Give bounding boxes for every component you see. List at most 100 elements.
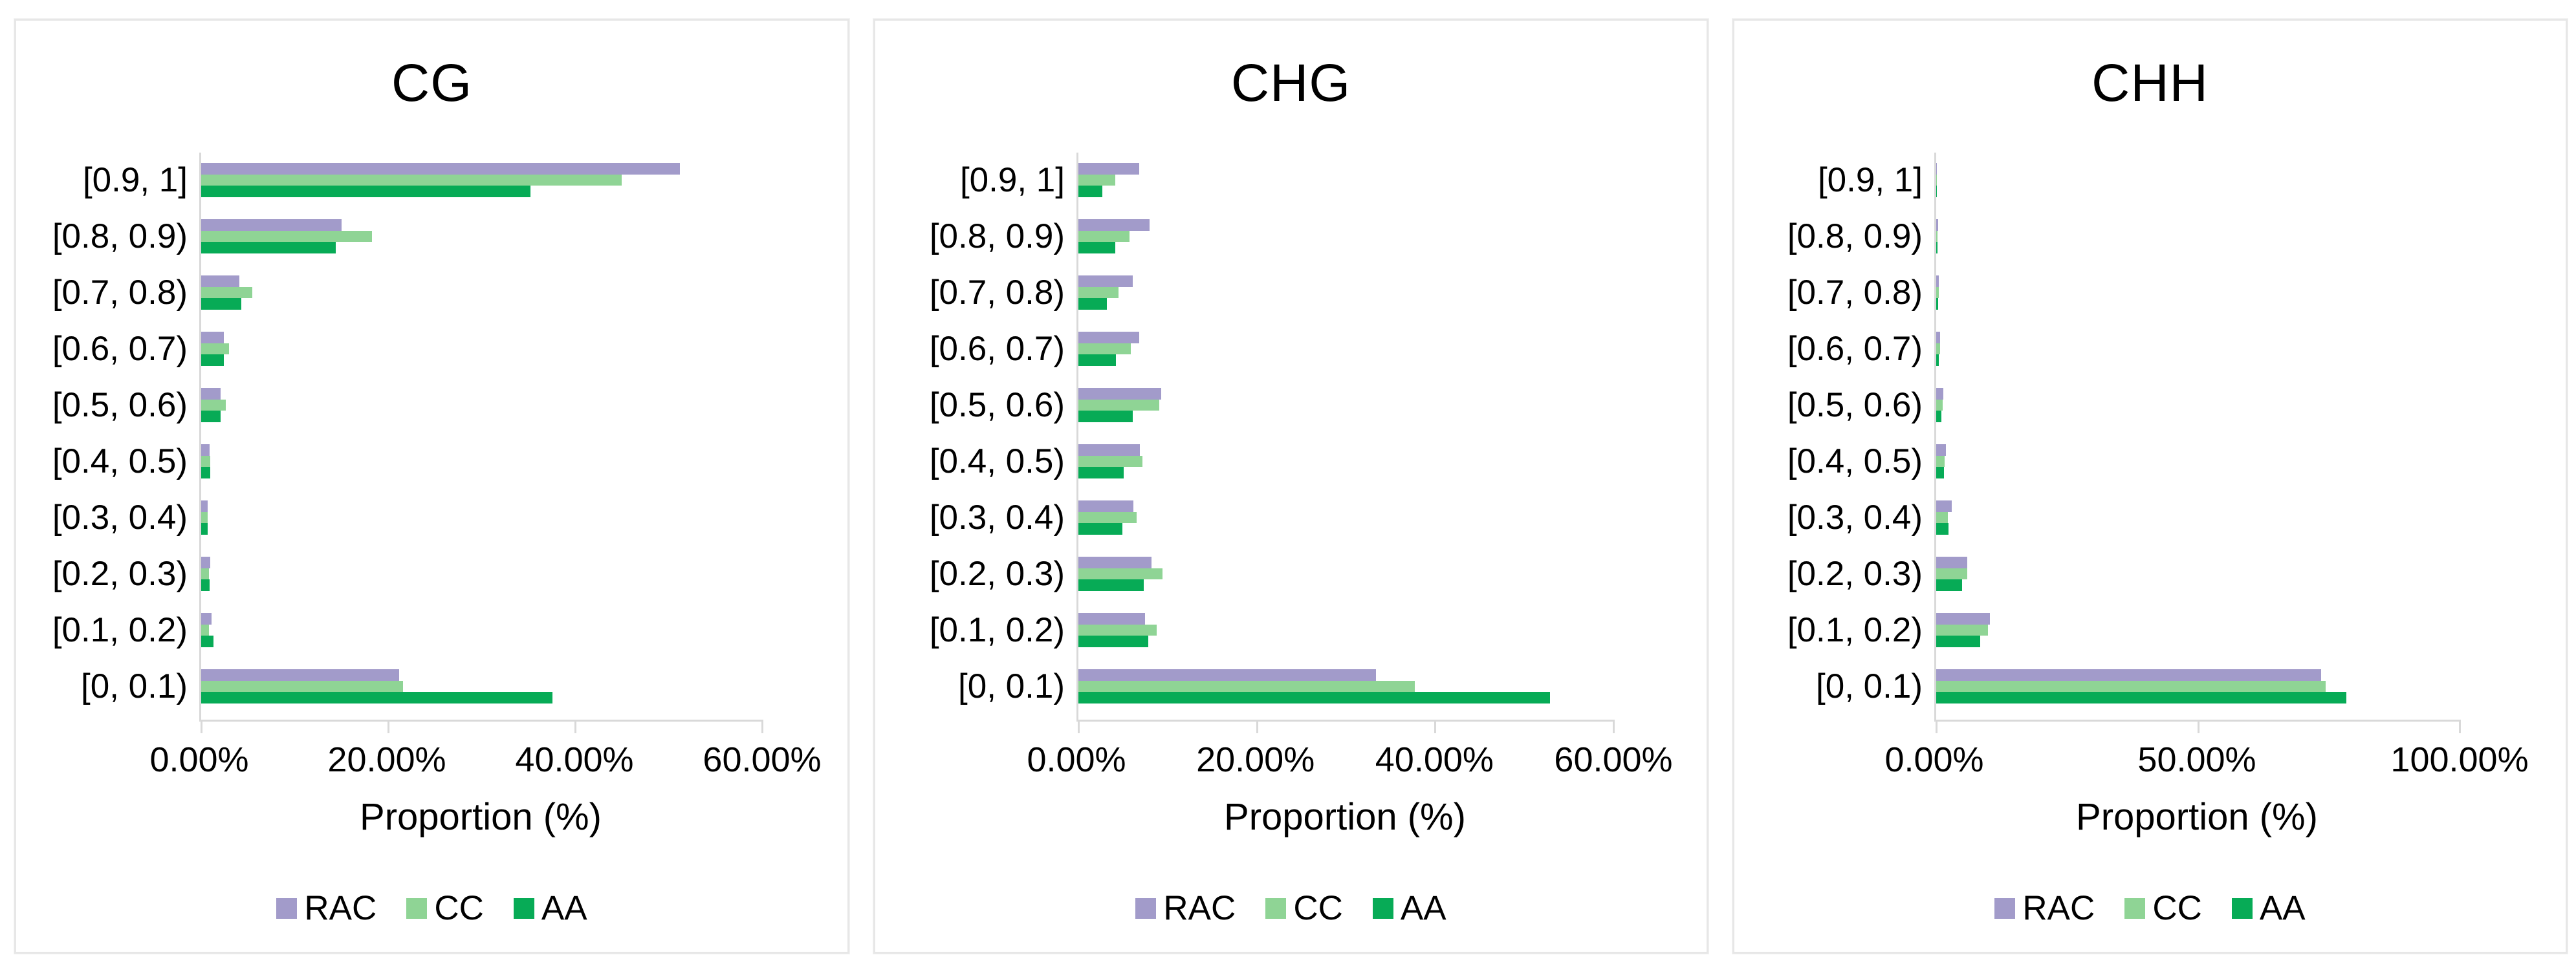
legend-item-cc: CC <box>2124 888 2202 928</box>
bar-chg-aa <box>1078 354 1116 367</box>
bar-chg-cc <box>1078 174 1115 186</box>
bar-cg-rac <box>201 669 400 681</box>
category-axis: [0.9, 1] [0.8, 0.9) [0.7, 0.8) [0.6, 0.7) [0… <box>1734 153 1934 722</box>
bar-group <box>201 444 762 479</box>
legend-item-rac: RAC <box>1994 888 2095 928</box>
bar-group <box>1936 669 2460 704</box>
bar-cg-rac <box>201 613 212 625</box>
x-tick-mark <box>2459 720 2461 733</box>
bar-group <box>201 163 762 198</box>
bar-chh-cc <box>1936 230 1938 242</box>
bar-chg-aa <box>1078 523 1122 535</box>
category-label: [0.9, 1] <box>959 161 1065 199</box>
bar-chg-rac <box>1078 444 1141 456</box>
bar-group <box>1936 444 2460 479</box>
bar-group <box>201 613 762 648</box>
bar-cg-cc <box>201 230 373 242</box>
x-tick-mark <box>574 720 576 733</box>
bar-group <box>201 332 762 367</box>
chart-panel-chh: CHH [0.9, 1] [0.8, 0.9) [0.7, 0.8) [0.6, 0.7… <box>1732 19 2568 954</box>
x-tick-label: 0.00% <box>149 740 249 779</box>
bar-chh-aa <box>1936 523 1949 535</box>
category-label: [0.4, 0.5) <box>1787 442 1923 480</box>
bar-group <box>1078 669 1613 704</box>
category-label: [0.3, 0.4) <box>52 499 188 537</box>
category-label: [0.8, 0.9) <box>52 217 188 255</box>
bar-chh-rac <box>1936 557 1967 568</box>
bar-chh-rac <box>1936 500 1952 512</box>
bar-group <box>1936 613 2460 648</box>
x-tick-mark <box>387 720 389 733</box>
legend-swatch-rac <box>276 897 298 919</box>
legend-item-aa: AA <box>513 888 587 928</box>
category-label: [0.3, 0.4) <box>929 499 1065 537</box>
bar-chh-cc <box>1936 624 1989 636</box>
bar-cg-rac <box>201 332 224 343</box>
category-label: [0.1, 0.2) <box>52 611 188 649</box>
category-label: [0.5, 0.6) <box>52 386 188 424</box>
bar-group <box>1078 275 1613 310</box>
category-label: [0.6, 0.7) <box>1787 330 1923 368</box>
legend-swatch-rac <box>1994 897 2016 919</box>
bar-chh-rac <box>1936 163 1937 175</box>
bar-chg-aa <box>1078 692 1551 704</box>
bar-group <box>1078 500 1613 535</box>
bar-group <box>201 500 762 535</box>
bar-group <box>1936 500 2460 535</box>
legend-label: CC <box>434 889 484 927</box>
category-label: [0.2, 0.3) <box>1787 555 1923 593</box>
bar-cg-aa <box>201 354 224 367</box>
bar-chh-cc <box>1936 568 1967 580</box>
bar-cg-aa <box>201 411 221 423</box>
plot-area <box>199 153 763 733</box>
bar-group <box>1078 557 1613 592</box>
bar-cg-cc <box>201 174 622 186</box>
bar-chg-aa <box>1078 242 1115 254</box>
legend-label: CC <box>2152 889 2202 927</box>
bar-chg-aa <box>1078 298 1108 310</box>
bar-chg-rac <box>1078 613 1146 625</box>
x-tick-mark <box>2197 720 2199 733</box>
bar-chg-cc <box>1078 680 1415 692</box>
plot-wrap: 0.00% 20.00% 40.00% 60.00% Proportion (%) <box>1027 153 1673 838</box>
plot-area <box>1076 153 1615 733</box>
category-label: [0, 0.1) <box>958 667 1065 705</box>
x-tick-label: 0.00% <box>1884 740 1984 779</box>
legend-label: RAC <box>304 889 377 927</box>
bar-cg-rac <box>201 444 210 456</box>
legend-item-aa: AA <box>1372 888 1446 928</box>
category-label: [0.4, 0.5) <box>929 442 1065 480</box>
category-label: [0.5, 0.6) <box>1787 386 1923 424</box>
bar-cg-rac <box>201 500 208 512</box>
bar-chg-rac <box>1078 500 1134 512</box>
category-label: [0.1, 0.2) <box>929 611 1065 649</box>
legend-label: AA <box>1400 889 1446 927</box>
bar-chg-aa <box>1078 467 1124 479</box>
bar-chh-aa <box>1936 298 1939 310</box>
bar-group <box>1936 388 2460 423</box>
legend-item-cc: CC <box>1265 888 1343 928</box>
bar-chg-aa <box>1078 579 1144 592</box>
legend-swatch-aa <box>1372 897 1393 919</box>
category-axis: [0.9, 1] [0.8, 0.9) [0.7, 0.8) [0.6, 0.7) [0… <box>875 153 1076 722</box>
bar-chh-cc <box>1936 399 1943 411</box>
bar-group <box>1936 332 2460 367</box>
legend-swatch-aa <box>513 897 534 919</box>
legend-swatch-rac <box>1135 897 1157 919</box>
x-tick-labels: 0.00% 20.00% 40.00% 60.00% <box>1027 740 1672 779</box>
x-axis-label: Proportion (%) <box>360 796 602 838</box>
bar-chg-aa <box>1078 186 1103 198</box>
legend-swatch-cc <box>2124 897 2146 919</box>
legend-item-rac: RAC <box>276 888 377 928</box>
chart-panel-cg: CG [0.9, 1] [0.8, 0.9) [0.7, 0.8) [0.6, 0.7)… <box>14 19 849 954</box>
bar-cg-cc <box>201 399 226 411</box>
bar-group <box>1078 388 1613 423</box>
category-label: [0.1, 0.2) <box>1787 611 1923 649</box>
bar-chh-rac <box>1936 613 1991 625</box>
bar-chg-cc <box>1078 286 1119 299</box>
bar-cg-aa <box>201 523 208 535</box>
legend-label: CC <box>1293 889 1343 927</box>
x-tick-mark <box>1434 720 1437 733</box>
bar-group <box>201 669 762 704</box>
bar-chh-rac <box>1936 388 1943 400</box>
